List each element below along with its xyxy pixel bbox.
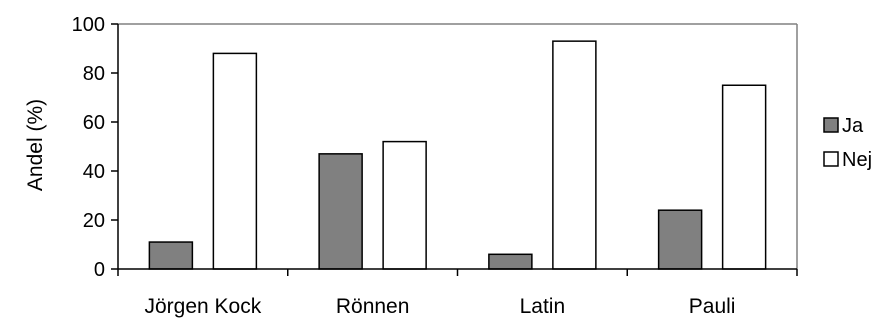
- y-tick-label: 0: [94, 259, 105, 281]
- bar-nej-3: [552, 40, 597, 270]
- plot-area: [118, 23, 798, 270]
- y-axis: 0 20 40 60 80 100: [72, 14, 119, 281]
- x-category-label: Latin: [520, 295, 566, 318]
- x-category-label: Jörgen Kock: [145, 295, 262, 318]
- x-category-label: Pauli: [689, 295, 736, 318]
- y-tick-label: 60: [83, 112, 105, 134]
- legend-label-ja: Ja: [842, 115, 864, 137]
- y-tick-label: 20: [83, 210, 105, 232]
- bar-ja-4: [657, 209, 703, 270]
- legend-swatch-ja: [823, 117, 839, 133]
- legend: Ja Nej: [823, 115, 872, 171]
- y-tick-label: 80: [83, 63, 105, 85]
- y-tick-label: 40: [83, 161, 105, 183]
- y-tick-label: 100: [72, 14, 105, 36]
- x-category-label: Rönnen: [336, 295, 410, 318]
- bar-nej-2: [382, 140, 427, 270]
- bar-nej-4: [721, 84, 767, 270]
- legend-swatch-nej: [823, 151, 839, 167]
- x-axis: Jörgen Kock Rönnen Latin Pauli: [117, 268, 798, 318]
- bar-nej-1: [212, 52, 258, 270]
- bar-ja-3: [488, 253, 533, 270]
- legend-label-nej: Nej: [842, 149, 872, 171]
- y-axis-title: Andel (%): [24, 99, 47, 191]
- bar-ja-2: [318, 153, 363, 270]
- bar-ja-1: [148, 241, 194, 270]
